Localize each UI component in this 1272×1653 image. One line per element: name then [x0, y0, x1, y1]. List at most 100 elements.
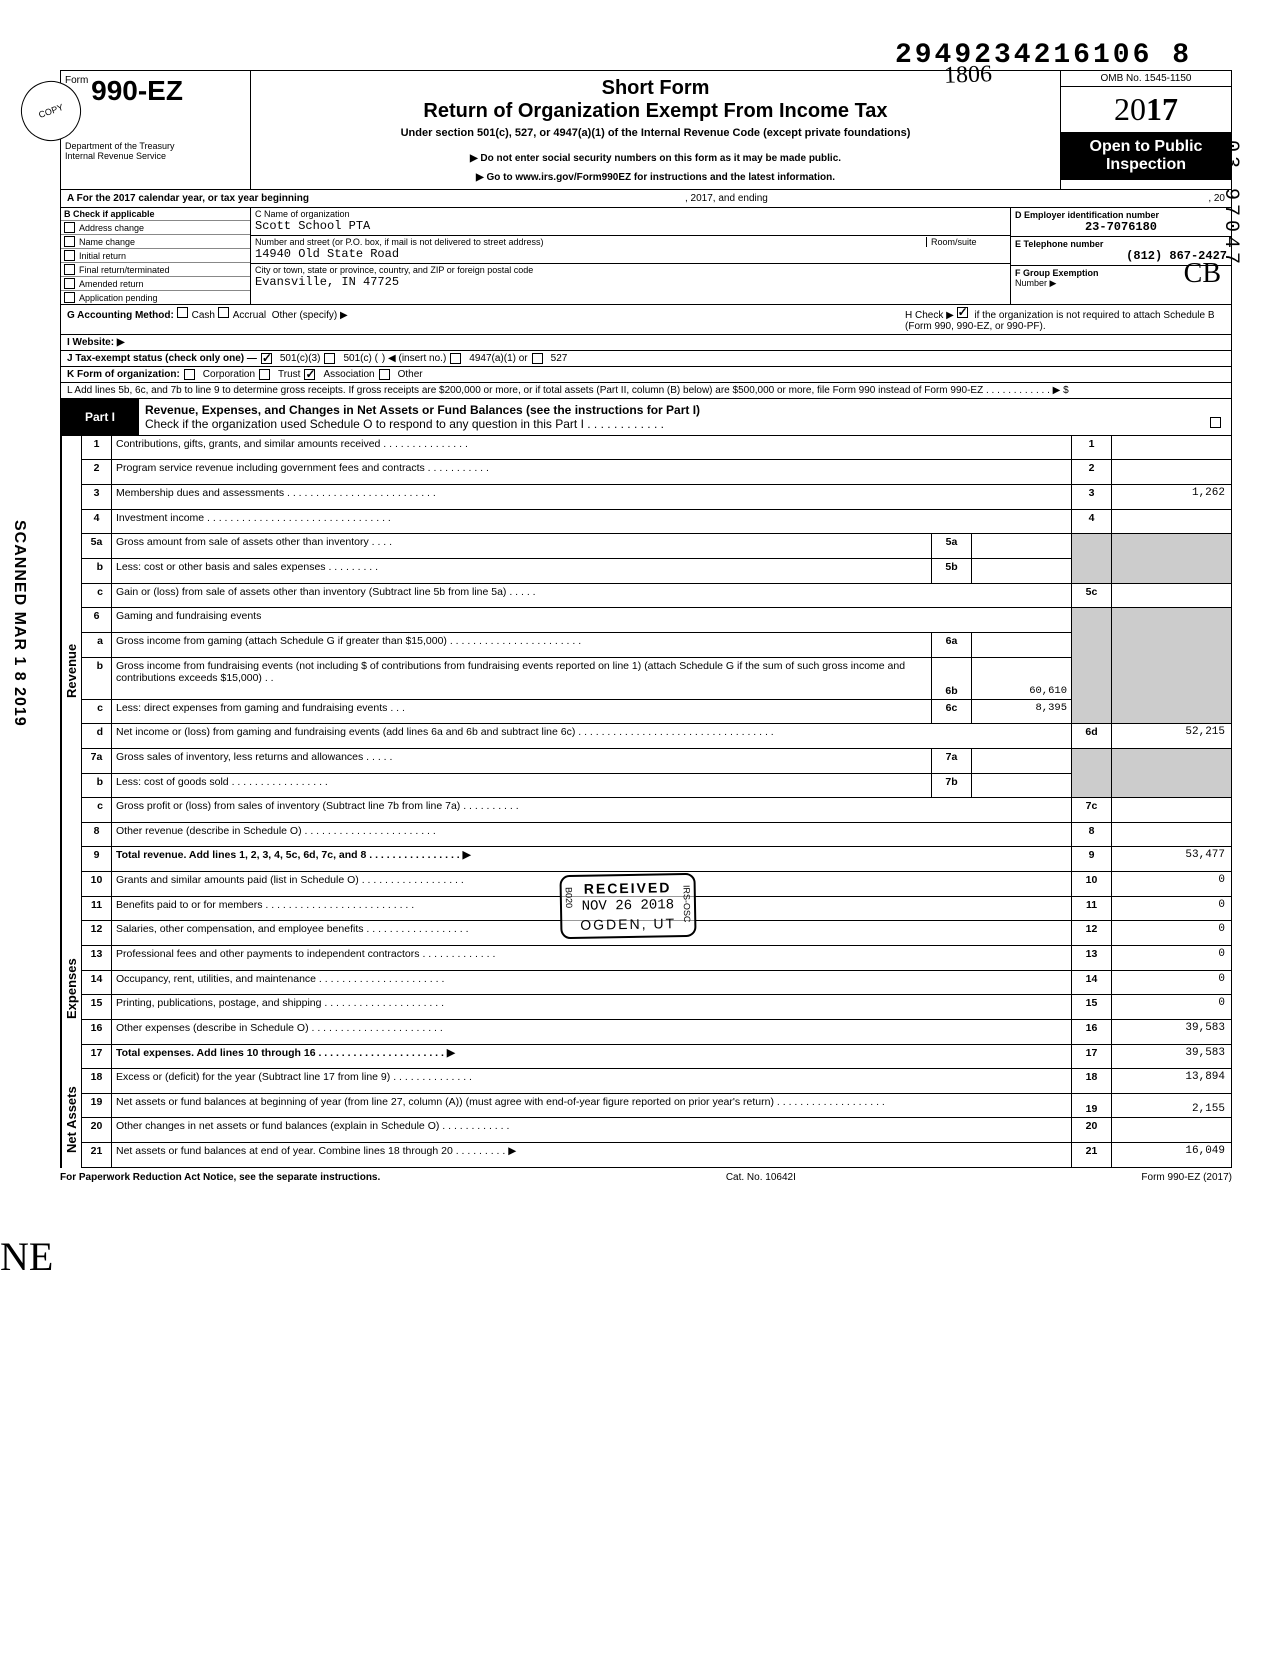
- lbl-assoc: Association: [323, 369, 374, 380]
- dept-line2: Internal Revenue Service: [65, 151, 246, 161]
- line-5b-key: 5b: [932, 558, 972, 583]
- line-6a-ival: [972, 632, 1072, 657]
- note-url: ▶ Go to www.irs.gov/Form990EZ for instru…: [476, 172, 835, 183]
- chk-corp[interactable]: [184, 369, 195, 380]
- line-13-amt: 0: [1112, 946, 1232, 971]
- lbl-final-return: Final return/terminated: [79, 265, 170, 275]
- line-2-desc: Program service revenue including govern…: [112, 460, 1072, 485]
- chk-part-i-scho[interactable]: [1210, 417, 1221, 428]
- line-19-amt: 2,155: [1112, 1093, 1232, 1118]
- chk-cash[interactable]: [177, 307, 188, 318]
- line-6c-key: 6c: [932, 699, 972, 724]
- org-name: Scott School PTA: [251, 219, 1010, 236]
- room-label: Room/suite: [926, 237, 1006, 247]
- lbl-trust: Trust: [278, 369, 300, 380]
- chk-amended-return[interactable]: [64, 278, 75, 289]
- line-15-amt: 0: [1112, 995, 1232, 1020]
- line-1-desc: Contributions, gifts, grants, and simila…: [112, 436, 1072, 460]
- line-7b-desc: Less: cost of goods sold . . . . . . . .…: [112, 773, 932, 798]
- line-12-amt: 0: [1112, 921, 1232, 946]
- open-public-1: Open to Public: [1065, 138, 1227, 156]
- line-9-desc: Total revenue. Add lines 1, 2, 3, 4, 5c,…: [116, 849, 471, 861]
- line-9-amt: 53,477: [1112, 847, 1232, 872]
- chk-assoc[interactable]: [304, 369, 315, 380]
- short-form-label: Short Form: [257, 77, 1054, 100]
- chk-accrual[interactable]: [218, 307, 229, 318]
- financial-section: Revenue Expenses Net Assets 1Contributio…: [60, 436, 1232, 1168]
- chk-501c[interactable]: [324, 353, 335, 364]
- l-label: L Add lines 5b, 6c, and 7b to line 9 to …: [67, 385, 1069, 396]
- c-label: C Name of organization: [251, 208, 1010, 219]
- chk-application-pending[interactable]: [64, 292, 75, 303]
- line-10-amt: 0: [1112, 872, 1232, 897]
- line-a-begin: A For the 2017 calendar year, or tax yea…: [67, 193, 309, 204]
- lbl-4947: 4947(a)(1) or: [469, 353, 527, 364]
- line-7c-amt: [1112, 798, 1232, 823]
- lbl-insert: ) ◀ (insert no.): [382, 353, 446, 364]
- line-6c-ival: 8,395: [972, 699, 1072, 724]
- dln-stamp: 2949234216106 8: [895, 40, 1192, 71]
- ein: 23-7076180: [1015, 220, 1227, 234]
- footer-left: For Paperwork Reduction Act Notice, see …: [60, 1172, 380, 1183]
- line-4-amt: [1112, 509, 1232, 534]
- line-6d-amt: 52,215: [1112, 724, 1232, 749]
- line-20-desc: Other changes in net assets or fund bala…: [112, 1118, 1072, 1143]
- line-5a-desc: Gross amount from sale of assets other t…: [112, 534, 932, 559]
- chk-4947[interactable]: [450, 353, 461, 364]
- line-14-desc: Occupancy, rent, utilities, and maintena…: [112, 970, 1072, 995]
- note-ssn: ▶ Do not enter social security numbers o…: [470, 153, 841, 164]
- chk-h[interactable]: [957, 307, 968, 318]
- part-i-check: Check if the organization used Schedule …: [145, 417, 664, 431]
- chk-final-return[interactable]: [64, 264, 75, 275]
- received-side-l: B020: [564, 887, 574, 908]
- omb-number: OMB No. 1545-1150: [1061, 71, 1231, 87]
- line-6d-desc: Net income or (loss) from gaming and fun…: [112, 724, 1072, 749]
- line-7a-desc: Gross sales of inventory, less returns a…: [112, 748, 932, 773]
- cb-stamp: CB: [1184, 258, 1221, 290]
- g-label: G Accounting Method:: [67, 310, 174, 321]
- lbl-name-change: Name change: [79, 237, 135, 247]
- part-i-label: Part I: [61, 399, 139, 435]
- line-5b-ival: [972, 558, 1072, 583]
- line-20-amt: [1112, 1118, 1232, 1143]
- chk-other[interactable]: [379, 369, 390, 380]
- form-number: 990-EZ: [91, 75, 183, 106]
- line-6b-desc: Gross income from fundraising events (no…: [112, 657, 932, 699]
- city-label: City or town, state or province, country…: [251, 264, 1010, 275]
- line-15-desc: Printing, publications, postage, and shi…: [112, 995, 1072, 1020]
- year-bold: 17: [1146, 91, 1178, 127]
- lbl-initial-return: Initial return: [79, 251, 126, 261]
- chk-name-change[interactable]: [64, 236, 75, 247]
- chk-address-change[interactable]: [64, 222, 75, 233]
- chk-501c3[interactable]: [261, 353, 272, 364]
- line-5a-ival: [972, 534, 1072, 559]
- line-21-desc: Net assets or fund balances at end of ye…: [112, 1143, 1072, 1168]
- d-label: D Employer identification number: [1015, 210, 1227, 220]
- line-16-amt: 39,583: [1112, 1019, 1232, 1044]
- lbl-other-spec: Other (specify) ▶: [272, 310, 348, 321]
- chk-trust[interactable]: [259, 369, 270, 380]
- line-2-amt: [1112, 460, 1232, 485]
- part-i-header: Part I Revenue, Expenses, and Changes in…: [60, 399, 1232, 436]
- line-3-amt: 1,262: [1112, 485, 1232, 510]
- line-5c-amt: [1112, 583, 1232, 608]
- open-public-2: Inspection: [1065, 156, 1227, 174]
- received-line2: NOV 26 2018: [580, 897, 676, 915]
- line-14-amt: 0: [1112, 970, 1232, 995]
- section-netassets: Net Assets: [61, 1072, 81, 1168]
- entity-center: C Name of organization Scott School PTA …: [251, 208, 1011, 304]
- line-a-mid: , 2017, and ending: [685, 193, 768, 204]
- chk-initial-return[interactable]: [64, 250, 75, 261]
- line-4-desc: Investment income . . . . . . . . . . . …: [112, 509, 1072, 534]
- lbl-amended-return: Amended return: [79, 279, 144, 289]
- lbl-corp: Corporation: [203, 369, 255, 380]
- section-revenue: Revenue: [61, 436, 81, 906]
- chk-527[interactable]: [532, 353, 543, 364]
- street-address: 14940 Old State Road: [251, 247, 1010, 264]
- form-prefix: Form: [65, 75, 88, 86]
- form-header: COPY Form 990-EZ Department of the Treas…: [60, 70, 1232, 190]
- lbl-501c3: 501(c)(3): [280, 353, 321, 364]
- line-19-desc: Net assets or fund balances at beginning…: [112, 1093, 1072, 1118]
- h-label-1: H Check ▶: [905, 310, 954, 321]
- line-21-amt: 16,049: [1112, 1143, 1232, 1168]
